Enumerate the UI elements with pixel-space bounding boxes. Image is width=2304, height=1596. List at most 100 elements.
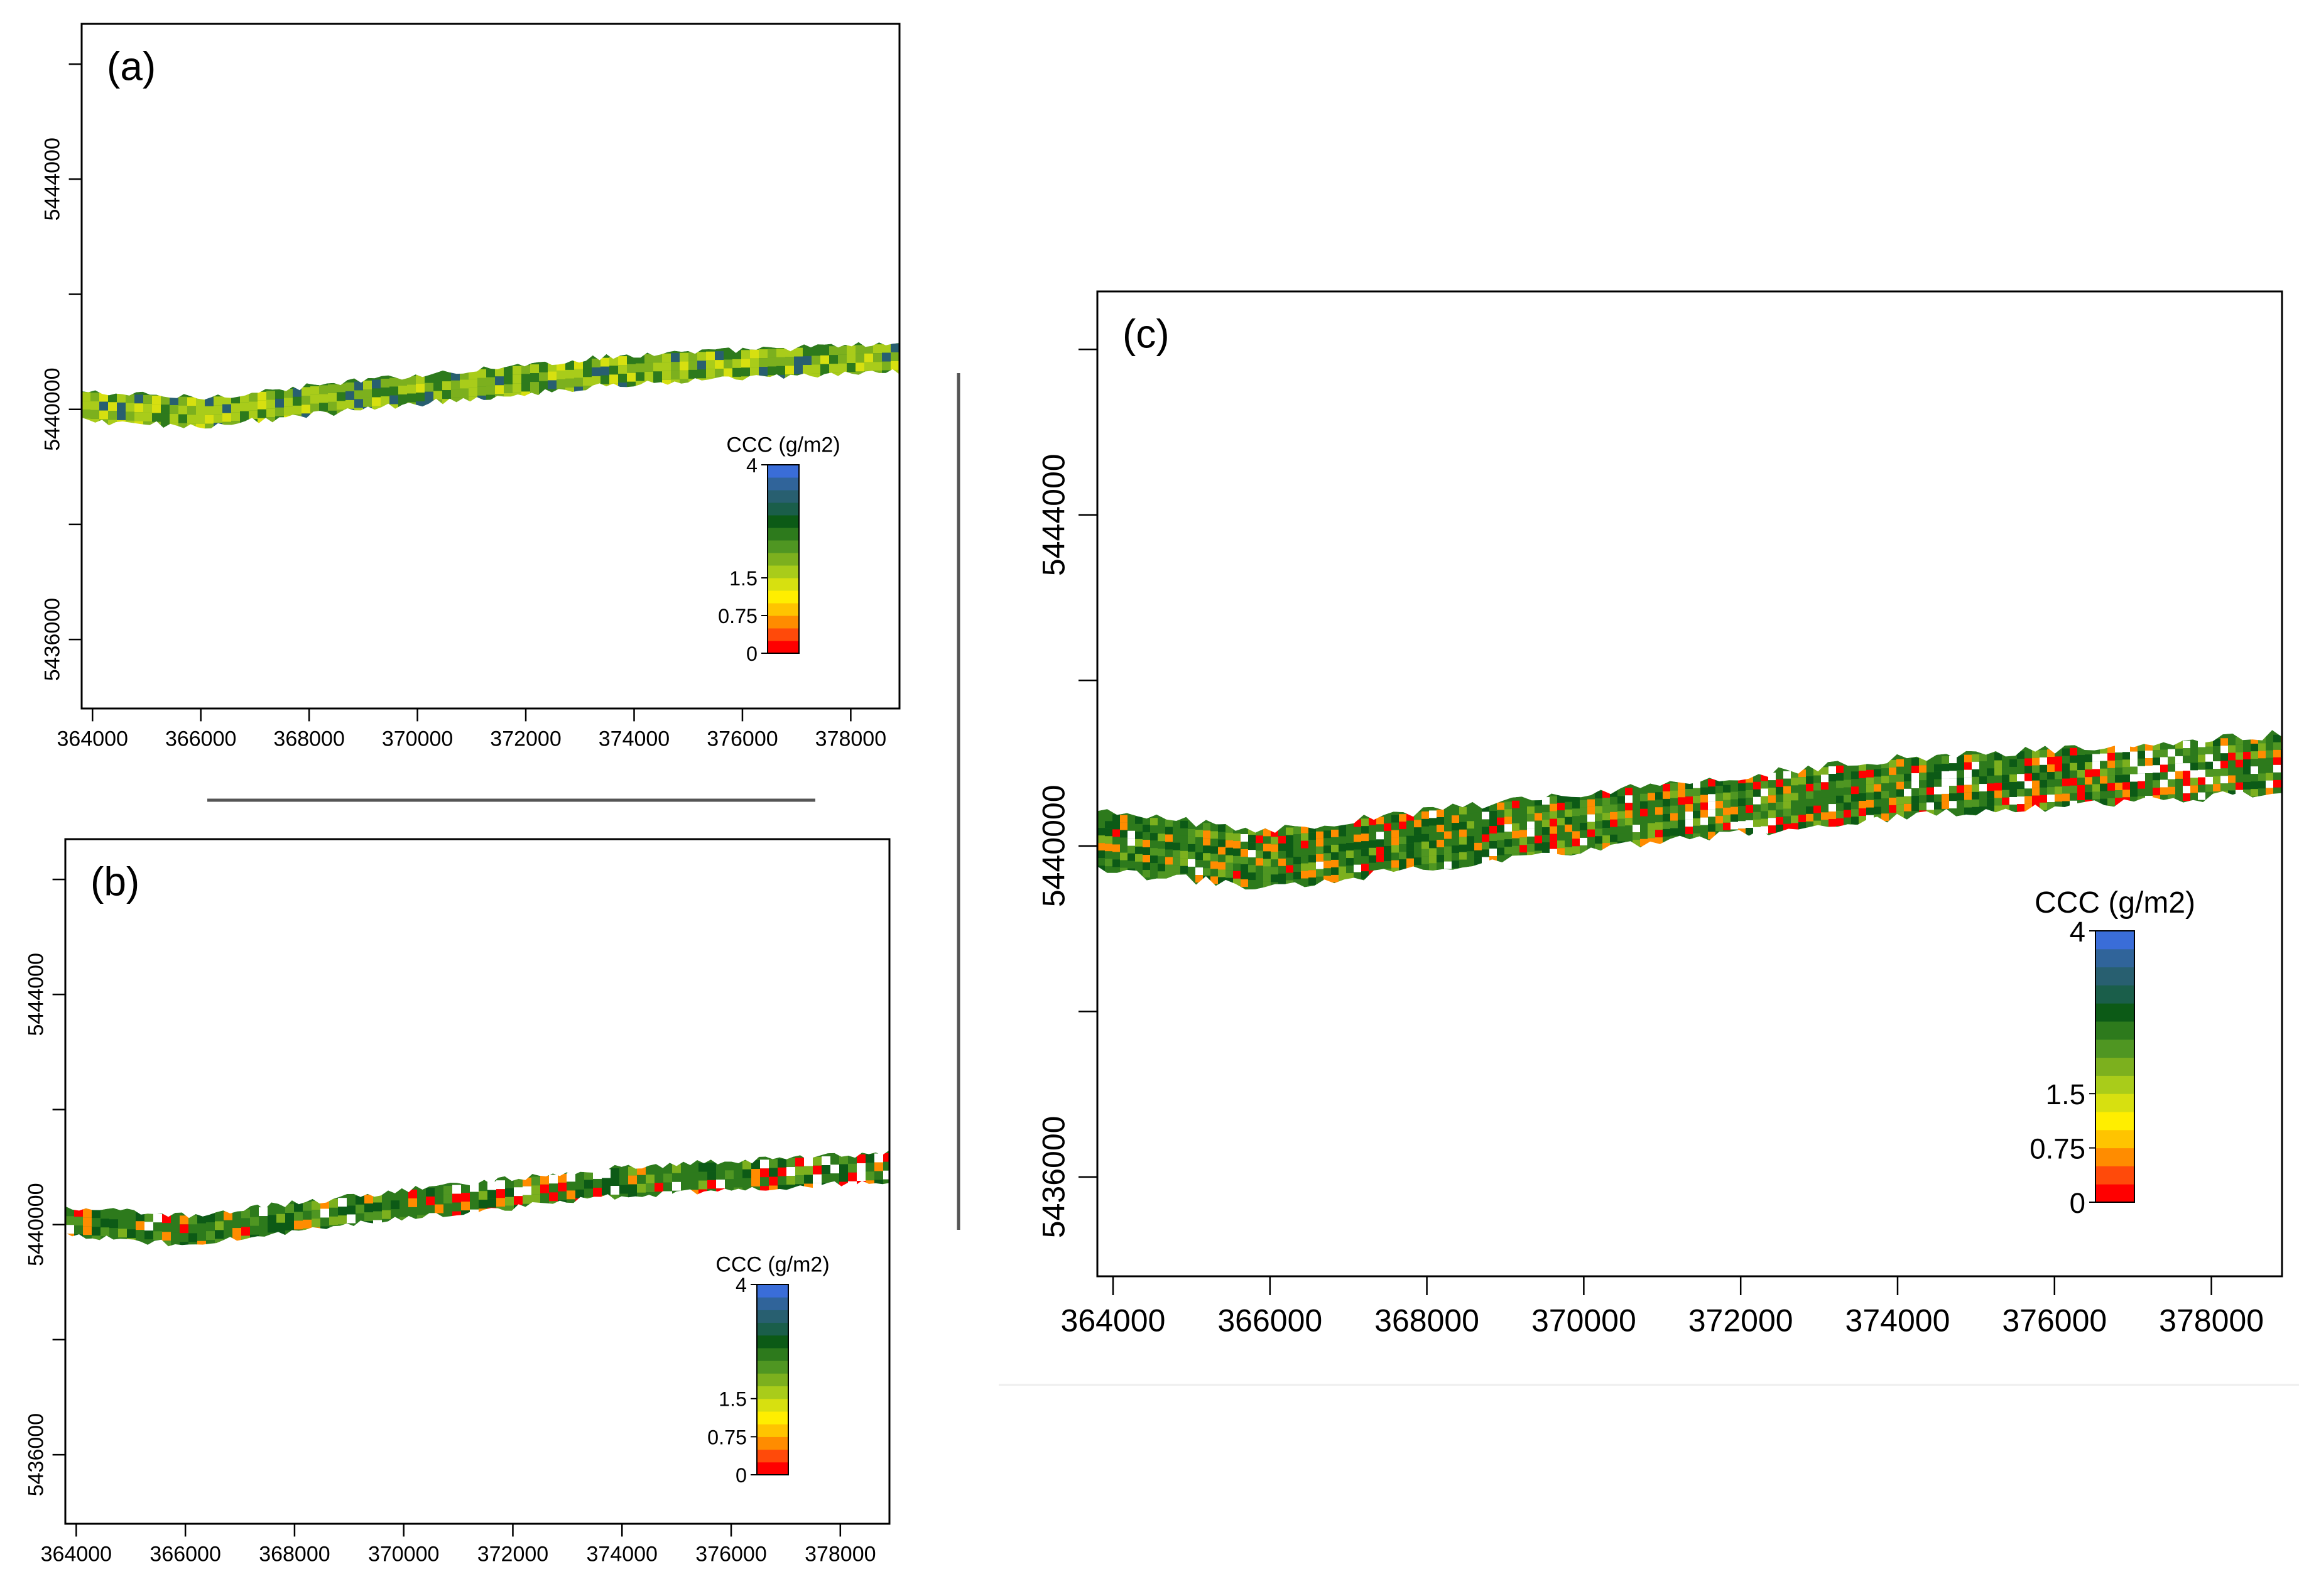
strip-cell bbox=[1188, 828, 1195, 837]
strip-cell bbox=[1120, 837, 1128, 845]
strip-cell bbox=[408, 1189, 417, 1198]
strip-cell bbox=[778, 1176, 786, 1185]
strip-cell bbox=[1723, 784, 1731, 793]
strip-cell bbox=[1233, 848, 1241, 856]
colorbar-swatch bbox=[757, 1449, 788, 1463]
strip-cell bbox=[1572, 831, 1580, 839]
strip-cell bbox=[399, 1208, 408, 1217]
strip-cell bbox=[1859, 808, 1866, 817]
strip-cell bbox=[1783, 778, 1791, 786]
strip-cell bbox=[759, 367, 768, 376]
strip-cell bbox=[2190, 755, 2198, 763]
strip-cell bbox=[1527, 806, 1535, 814]
strip-cell bbox=[1625, 833, 1633, 841]
strip-cell bbox=[1474, 850, 1482, 858]
strip-cell bbox=[2002, 782, 2009, 790]
strip-cell bbox=[2002, 759, 2009, 768]
strip-cell bbox=[1731, 822, 1738, 830]
strip-cell bbox=[2168, 749, 2175, 757]
strip-cell bbox=[1685, 804, 1693, 812]
strip-cell bbox=[1421, 826, 1429, 834]
strip-cell bbox=[2145, 758, 2153, 766]
strip-cell bbox=[1798, 800, 1806, 808]
colorbar-swatch bbox=[2095, 1021, 2134, 1040]
strip-cell bbox=[778, 1167, 786, 1176]
strip-cell bbox=[1158, 849, 1165, 857]
strip-cell bbox=[1896, 796, 1904, 805]
strip-cell bbox=[2205, 776, 2213, 784]
strip-cell bbox=[1120, 852, 1128, 860]
strip-cell bbox=[1210, 869, 1218, 877]
strip-cell bbox=[1791, 823, 1798, 831]
strip-cell bbox=[1293, 864, 1301, 872]
strip-cell bbox=[1580, 800, 1587, 808]
colorbar-swatch bbox=[768, 616, 799, 629]
strip-cell bbox=[1203, 823, 1210, 831]
strip-mask-bottom bbox=[82, 369, 899, 708]
strip-cell bbox=[1806, 806, 1813, 814]
strip-cell bbox=[2266, 765, 2273, 773]
strip-cell bbox=[1437, 862, 1444, 870]
colorbar-swatch bbox=[768, 553, 799, 566]
strip-cell bbox=[2168, 756, 2175, 764]
plot-frame-top bbox=[64, 838, 891, 1525]
strip-cell bbox=[1542, 797, 1550, 805]
strip-cell bbox=[224, 1211, 232, 1220]
strip-cell bbox=[813, 1165, 822, 1175]
strip-cell bbox=[1361, 856, 1369, 864]
strip-cell bbox=[2213, 754, 2220, 762]
strip-cell bbox=[1708, 817, 1715, 825]
strip-cell bbox=[2220, 776, 2228, 784]
strip-cell bbox=[1293, 857, 1301, 865]
strip-cell bbox=[1437, 839, 1444, 847]
strip-cell bbox=[1911, 803, 1919, 812]
strip-cell bbox=[1241, 864, 1248, 872]
strip-cell bbox=[1836, 803, 1844, 811]
strip-cell bbox=[627, 372, 636, 382]
y-tick-label: 5436000 bbox=[1036, 1116, 1072, 1239]
strip-cell bbox=[1180, 858, 1188, 866]
strip-cell bbox=[1354, 872, 1361, 880]
strip-cell bbox=[2107, 760, 2115, 768]
strip-cell bbox=[408, 1198, 417, 1207]
strip-cell bbox=[1504, 832, 1512, 840]
strip-cell bbox=[1421, 833, 1429, 842]
strip-cell bbox=[1881, 783, 1889, 791]
strip-cell bbox=[1308, 847, 1316, 855]
strip-cell bbox=[741, 350, 750, 359]
strip-cell bbox=[2213, 784, 2220, 792]
strip-cell bbox=[1550, 811, 1557, 819]
strip-cell bbox=[1625, 788, 1633, 796]
strip-cell bbox=[65, 1225, 74, 1234]
strip-cell bbox=[1904, 766, 1911, 774]
strip-cell bbox=[1881, 798, 1889, 806]
strip-cell bbox=[751, 1169, 760, 1178]
strip-cell bbox=[266, 399, 275, 409]
strip-cell bbox=[1844, 810, 1851, 818]
strip-cell bbox=[1271, 837, 1278, 845]
strip-cell bbox=[1429, 833, 1437, 841]
strip-cell bbox=[1444, 861, 1452, 869]
strip-cell bbox=[857, 1171, 866, 1181]
strip-cell bbox=[1693, 810, 1700, 818]
strip-cell bbox=[2092, 754, 2100, 762]
strip-cell bbox=[1783, 808, 1791, 817]
strip-cell bbox=[1949, 793, 1957, 801]
strip-cell bbox=[170, 396, 178, 405]
strip-cell bbox=[416, 384, 425, 393]
strip-cell bbox=[1964, 762, 1972, 770]
strip-cell bbox=[2266, 780, 2273, 788]
strip-cell bbox=[1135, 854, 1143, 862]
strip-cell bbox=[171, 1232, 180, 1242]
strip-cell bbox=[2032, 795, 2040, 803]
strip-cell bbox=[1829, 774, 1836, 782]
strip-cell bbox=[1610, 819, 1617, 827]
strip-cell bbox=[83, 1208, 92, 1218]
strip-cell bbox=[1934, 771, 1942, 779]
strip-cell bbox=[1904, 788, 1911, 796]
strip-cell bbox=[1535, 828, 1542, 836]
strip-cell bbox=[214, 405, 222, 415]
strip-cell bbox=[795, 1158, 804, 1167]
strip-cell bbox=[2220, 753, 2228, 761]
strip-cell bbox=[1384, 845, 1391, 854]
